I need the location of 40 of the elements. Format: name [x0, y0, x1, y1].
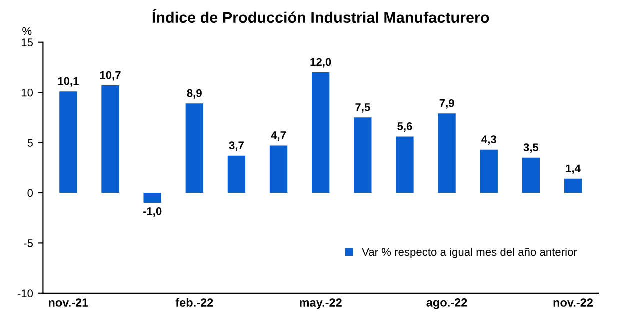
- legend-label: Var % respecto a igual mes del año anterior: [362, 248, 578, 258]
- bar: [438, 114, 456, 193]
- x-tick-label: nov.-21: [48, 298, 88, 307]
- data-label: 4,7: [271, 132, 286, 142]
- chart-title: Índice de Producción Industrial Manufacturero: [152, 9, 490, 24]
- x-tick-label: nov.-22: [554, 298, 594, 307]
- x-tick-label: ago.-22: [426, 298, 468, 310]
- bar: [396, 136, 414, 193]
- y-tick-label: 0: [28, 189, 34, 198]
- bar: [144, 192, 162, 204]
- data-label: 5,6: [398, 122, 412, 132]
- bar: [186, 104, 204, 193]
- bar: [270, 146, 288, 193]
- data-label: 1,4: [566, 164, 581, 174]
- y-tick-label: -10: [18, 290, 34, 298]
- data-label: 10,1: [58, 77, 79, 87]
- y-axis-title: %: [22, 27, 32, 36]
- y-tick-label: 10: [22, 88, 34, 97]
- bar: [102, 86, 120, 193]
- data-label: 8,9: [187, 89, 202, 99]
- data-label: 3,7: [229, 142, 244, 152]
- data-label: 7,9: [440, 99, 454, 109]
- data-label: 4,3: [482, 136, 496, 146]
- data-label: 3,5: [524, 144, 539, 154]
- y-tick-label: 15: [22, 38, 34, 47]
- y-tick-label: -5: [24, 240, 34, 248]
- data-label: -1,0: [143, 207, 162, 217]
- bar: [564, 178, 582, 193]
- bar: [480, 150, 498, 193]
- bar: [228, 156, 246, 193]
- data-label: 12,0: [310, 58, 332, 68]
- bar: [354, 118, 372, 193]
- bar: [522, 158, 540, 193]
- bar: [60, 92, 78, 193]
- x-tick-label: may.-22: [300, 298, 342, 310]
- x-tick-label: feb.-22: [176, 298, 214, 307]
- bar: [312, 72, 330, 193]
- data-label: 7,5: [356, 104, 370, 113]
- y-tick-label: 5: [28, 139, 34, 147]
- data-label: 10,7: [100, 71, 121, 81]
